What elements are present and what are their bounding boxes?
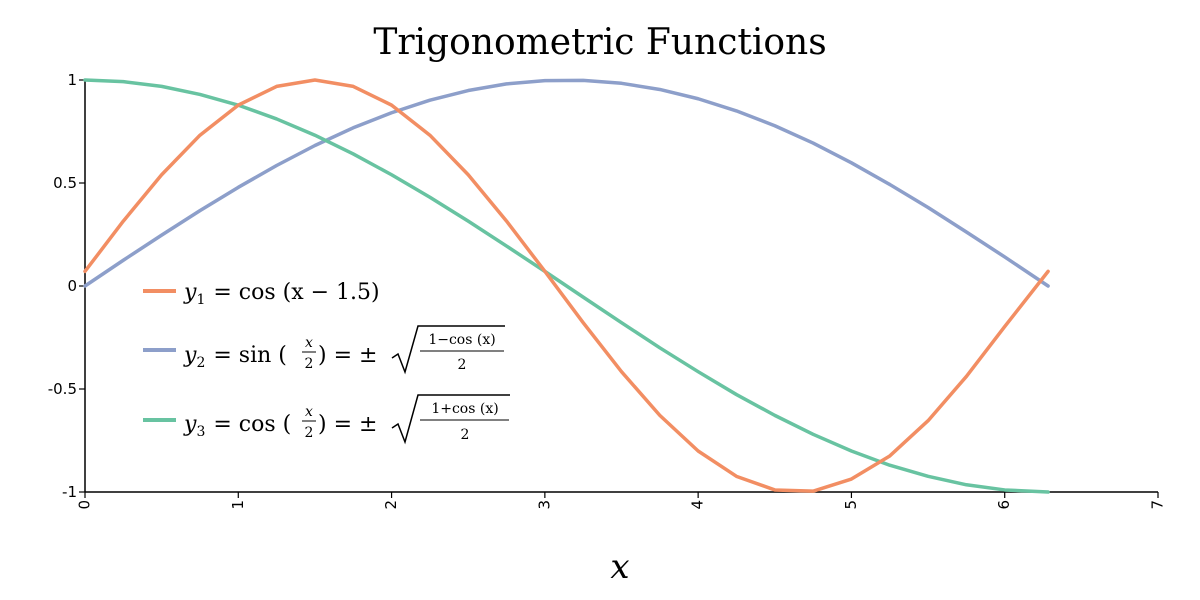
x-tick-label: 7	[1149, 500, 1167, 510]
series-line-y2	[83, 78, 1050, 288]
x-tick-label: 4	[689, 500, 707, 510]
legend-y3-frac-num: x	[305, 404, 313, 420]
legend: y1 = cos (x − 1.5) y2 = sin ( x 2 ) = ± 1−…	[143, 280, 510, 445]
legend-label-y3-left: y3 = cos (	[183, 412, 291, 440]
legend-y3-sqrt-sign	[391, 394, 510, 445]
legend-y2-sqrt-sign	[391, 325, 505, 375]
y-tick-label: 0.5	[53, 174, 77, 192]
y-tick-label: 1	[67, 71, 77, 89]
legend-y3-root-den: 2	[461, 427, 470, 443]
legend-label-y2-right: ) = ±	[318, 343, 377, 368]
legend-y2-frac-den: 2	[305, 356, 314, 372]
legend-item-y3: y3 = cos ( x 2 ) = ± 1+cos (x) 2	[143, 394, 510, 445]
y-tick-label: -0.5	[48, 380, 77, 398]
y-tick-label: -1	[62, 483, 77, 501]
legend-label-y2-left: y2 = sin (	[183, 343, 287, 371]
chart-title: Trigonometric Functions	[373, 22, 826, 63]
legend-y3-root-num: 1+cos (x)	[431, 401, 498, 417]
x-tick-label: 6	[995, 500, 1013, 510]
series-line-y3	[83, 78, 1050, 494]
x-axis-label: x	[610, 547, 629, 587]
legend-label-y3-right: ) = ±	[318, 412, 377, 437]
x-tick-label: 3	[535, 500, 553, 510]
legend-item-y1: y1 = cos (x − 1.5)	[143, 280, 380, 308]
legend-y2-root-den: 2	[458, 357, 467, 373]
legend-item-y2: y2 = sin ( x 2 ) = ± 1−cos (x) 2	[143, 325, 505, 375]
x-tick-label: 2	[382, 500, 400, 510]
x-tick-label: 1	[229, 500, 247, 510]
x-tick-label: 5	[842, 500, 860, 510]
x-tick-label: 0	[76, 500, 94, 510]
series-line-y1	[83, 78, 1050, 493]
legend-label-y1: y1 = cos (x − 1.5)	[183, 280, 380, 308]
y-tick-label: 0	[67, 277, 77, 295]
y-ticks: 1 0.5 0 -0.5 -1	[48, 71, 85, 501]
legend-y2-root-num: 1−cos (x)	[428, 332, 495, 348]
legend-y3-frac-den: 2	[305, 425, 314, 441]
legend-y2-frac-num: x	[305, 335, 313, 351]
x-ticks: 0 1 2 3 4 5 6 7	[76, 492, 1167, 510]
series-group	[83, 78, 1050, 494]
